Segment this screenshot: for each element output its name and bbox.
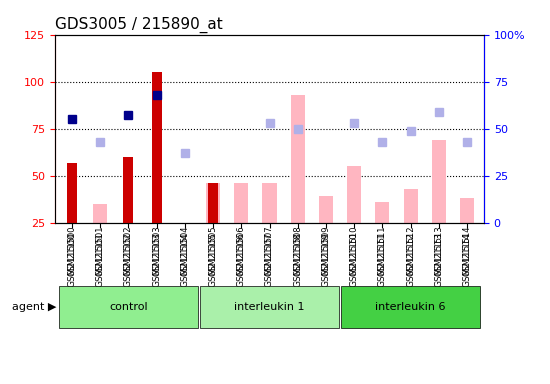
Text: GSM211509: GSM211509: [321, 226, 331, 276]
Bar: [375, 202, 389, 223]
Text: GSM211511: GSM211511: [378, 226, 387, 276]
Text: GDS3005 / 215890_at: GDS3005 / 215890_at: [55, 17, 223, 33]
Text: GSM211500: GSM211500: [68, 226, 76, 276]
Text: control: control: [109, 302, 148, 312]
Bar: [93, 204, 107, 223]
Text: interleukin 1: interleukin 1: [234, 302, 305, 312]
Bar: [319, 196, 333, 223]
Bar: [432, 140, 446, 223]
Text: GSM211506: GSM211506: [237, 226, 246, 276]
Text: GSM211507: GSM211507: [265, 226, 274, 276]
Text: GSM211501: GSM211501: [96, 226, 104, 276]
Text: GSM211505: GSM211505: [208, 226, 218, 276]
Text: GSM211513: GSM211513: [434, 226, 443, 276]
Bar: [208, 183, 218, 223]
FancyBboxPatch shape: [342, 286, 480, 328]
Bar: [460, 198, 474, 223]
Text: agent ▶: agent ▶: [12, 302, 57, 312]
Text: GSM211510: GSM211510: [350, 226, 359, 276]
Text: GSM211508: GSM211508: [293, 226, 302, 276]
Bar: [206, 183, 220, 223]
Text: GSM211504: GSM211504: [180, 226, 189, 276]
Text: GSM211514: GSM211514: [463, 226, 471, 276]
Text: GSM211512: GSM211512: [406, 226, 415, 276]
Text: interleukin 6: interleukin 6: [375, 302, 446, 312]
Text: GSM211502: GSM211502: [124, 226, 133, 276]
Bar: [67, 162, 77, 223]
Bar: [290, 95, 305, 223]
Bar: [152, 72, 162, 223]
Bar: [234, 183, 249, 223]
Bar: [404, 189, 417, 223]
Bar: [347, 166, 361, 223]
FancyBboxPatch shape: [59, 286, 197, 328]
FancyBboxPatch shape: [200, 286, 339, 328]
Text: GSM211503: GSM211503: [152, 226, 161, 276]
Bar: [262, 183, 277, 223]
Bar: [123, 157, 133, 223]
